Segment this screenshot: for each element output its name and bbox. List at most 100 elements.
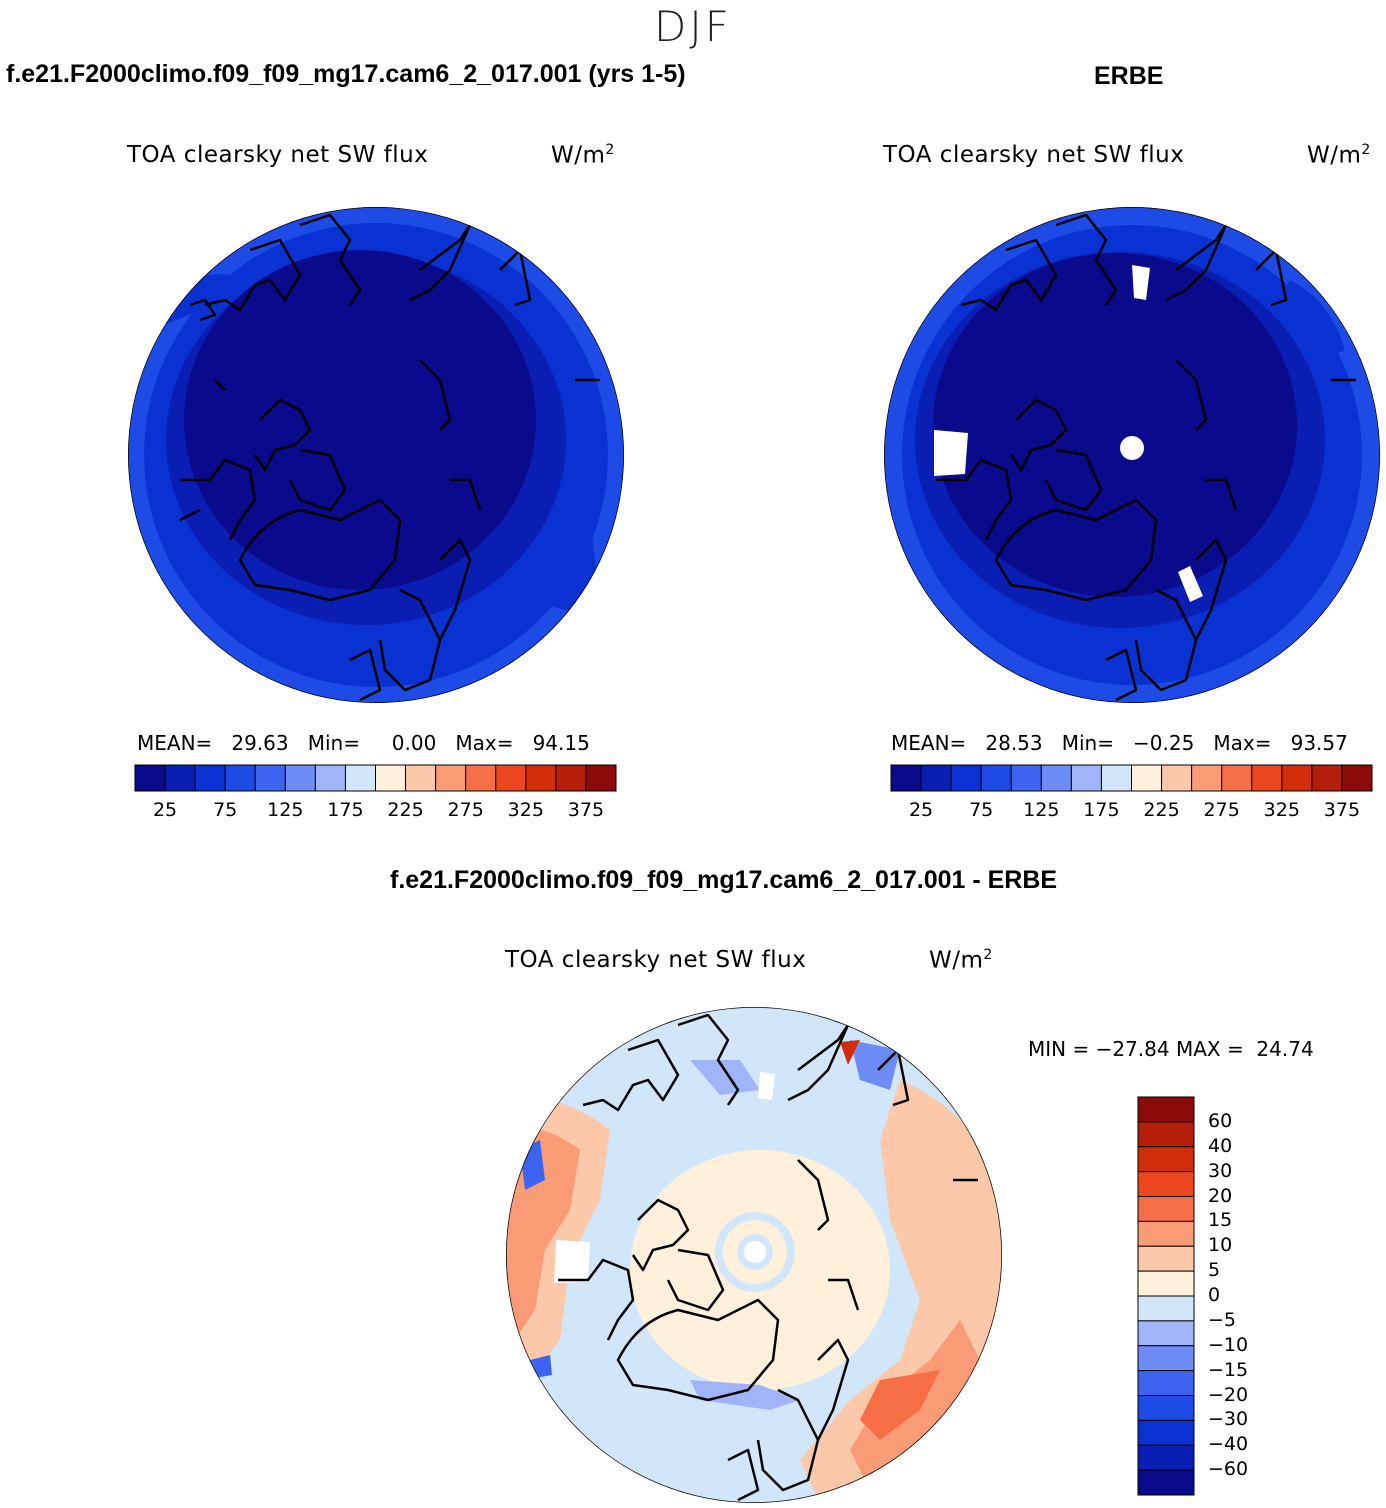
obs-colorbar-tick-label: 175 <box>1083 799 1120 821</box>
obs-colorbar-swatch <box>1311 764 1343 792</box>
obs-colorbar-swatch <box>890 764 922 792</box>
diff-colorbar-tick-label: 15 <box>1208 1209 1233 1232</box>
model-colorbar-swatch <box>495 764 527 792</box>
obs-colorbar-swatch <box>1100 764 1132 792</box>
obs-colorbar-swatch <box>1191 764 1223 792</box>
diff-colorbar-tick-label: 30 <box>1208 1159 1233 1182</box>
obs-case-title: ERBE <box>1094 62 1164 90</box>
model-coastlines <box>179 213 600 702</box>
obs-colorbar-swatch <box>1131 764 1163 792</box>
model-colorbar-swatch <box>254 764 286 792</box>
model-colorbar-swatch <box>435 764 467 792</box>
model-colorbar-swatch <box>585 764 617 792</box>
model-colorbar-swatch <box>134 764 166 792</box>
model-colorbar-swatch <box>555 764 587 792</box>
obs-colorbar-swatch <box>1281 764 1313 792</box>
diff-colorbar-swatch <box>1137 1444 1195 1471</box>
model-colorbar-tick-label: 75 <box>213 799 238 821</box>
model-colorbar-swatch <box>525 764 557 792</box>
diff-colorbar-swatch <box>1137 1196 1195 1222</box>
diff-colorbar-tick-label: −20 <box>1208 1383 1249 1406</box>
obs-colorbar-tick-label: 125 <box>1023 799 1060 821</box>
obs-colorbar-swatch <box>920 764 952 792</box>
model-colorbar-swatch <box>284 764 316 792</box>
model-colorbar-swatch <box>314 764 346 792</box>
obs-colorbar <box>890 764 1373 792</box>
obs-colorbar-tick-label: 75 <box>969 799 994 821</box>
diff-colorbar-tick-label: 5 <box>1208 1259 1221 1282</box>
model-stats: MEAN= 29.63 Min= 0.00 Max= 94.15 <box>137 731 590 755</box>
diff-coastlines <box>558 1013 978 1502</box>
diff-colorbar-swatch <box>1137 1220 1195 1247</box>
obs-polar-map <box>884 207 1380 703</box>
obs-colorbar-tick-label: 275 <box>1203 799 1240 821</box>
diff-colorbar-swatch <box>1137 1295 1195 1322</box>
diff-colorbar-swatch <box>1137 1171 1195 1197</box>
obs-stats: MEAN= 28.53 Min= −0.25 Max= 93.57 <box>891 731 1348 755</box>
diff-colorbar-tick-label: 40 <box>1208 1134 1233 1157</box>
model-colorbar-tick-label: 375 <box>567 799 605 821</box>
diff-minmax: MIN = −27.84 MAX = 24.74 <box>1028 1037 1314 1061</box>
diff-colorbar-tick-label: −10 <box>1208 1333 1249 1356</box>
diff-units-label: W/m2 <box>929 947 993 974</box>
obs-colorbar-swatch <box>1341 764 1373 792</box>
diff-colorbar-tick-label: 10 <box>1208 1234 1233 1257</box>
diff-colorbar-swatch <box>1137 1146 1195 1173</box>
diff-pole-gap <box>744 1241 766 1263</box>
obs-colorbar-swatch <box>950 764 982 792</box>
model-colorbar-swatch <box>405 764 437 792</box>
diff-colorbar-swatch <box>1137 1270 1195 1297</box>
obs-colorbar-swatch <box>1161 764 1193 792</box>
diff-field-label: TOA clearsky net SW flux <box>505 947 807 973</box>
model-colorbar-swatch <box>224 764 256 792</box>
model-colorbar-swatch <box>194 764 226 792</box>
diff-colorbar <box>1137 1096 1195 1496</box>
obs-field-label: TOA clearsky net SW flux <box>883 142 1185 168</box>
obs-pole-gap <box>1120 436 1144 460</box>
model-colorbar-tick-label: 125 <box>267 799 304 821</box>
diff-colorbar-tick-label: −30 <box>1208 1408 1249 1431</box>
model-colorbar-swatch <box>344 764 376 792</box>
obs-colorbar-tick-label: 25 <box>908 799 934 821</box>
model-colorbar-tick-label: 175 <box>327 799 364 821</box>
diff-colorbar-tick-label: −15 <box>1208 1358 1249 1381</box>
diff-colorbar-swatch <box>1137 1469 1195 1496</box>
model-colorbar-swatch <box>375 764 407 792</box>
diff-case-title: f.e21.F2000climo.f09_f09_mg17.cam6_2_017… <box>390 866 1058 894</box>
diff-colorbar-tick-label: −60 <box>1208 1458 1249 1481</box>
obs-colorbar-swatch <box>1221 764 1253 792</box>
model-colorbar-tick-label: 225 <box>387 799 424 821</box>
obs-units-label: W/m2 <box>1307 142 1371 169</box>
diff-colorbar-tick-label: −5 <box>1208 1308 1237 1331</box>
obs-colorbar-swatch <box>1251 764 1283 792</box>
diff-colorbar-swatch <box>1137 1419 1195 1446</box>
model-polar-map <box>128 207 624 703</box>
model-units-label: W/m2 <box>551 142 615 169</box>
diff-colorbar-swatch <box>1137 1245 1195 1272</box>
model-colorbar-tick-label: 275 <box>447 799 484 821</box>
model-colorbar-swatch <box>164 764 196 792</box>
obs-colorbar-swatch <box>980 764 1012 792</box>
obs-colorbar-tick-label: 325 <box>1263 799 1300 821</box>
diff-colorbar-swatch <box>1137 1345 1195 1372</box>
diff-polar-map <box>506 1007 1002 1503</box>
diff-colorbar-tick-label: 60 <box>1208 1109 1233 1132</box>
obs-colorbar-tick-label: 225 <box>1143 799 1180 821</box>
obs-colorbar-swatch <box>1070 764 1102 792</box>
diff-colorbar-swatch <box>1137 1370 1195 1396</box>
diff-colorbar-tick-label: 0 <box>1208 1284 1221 1306</box>
diff-colorbar-tick-label: −40 <box>1208 1433 1249 1456</box>
model-colorbar-tick-label: 25 <box>152 799 178 821</box>
diff-colorbar-swatch <box>1137 1096 1195 1123</box>
obs-colorbar-swatch <box>1010 764 1042 792</box>
obs-colorbar-swatch <box>1040 764 1072 792</box>
model-colorbar-swatch <box>465 764 497 792</box>
model-case-title: f.e21.F2000climo.f09_f09_mg17.cam6_2_017… <box>6 60 686 88</box>
model-colorbar-tick-label: 325 <box>507 799 544 821</box>
obs-colorbar-tick-label: 375 <box>1323 799 1361 821</box>
diff-colorbar-swatch <box>1137 1121 1195 1148</box>
diff-colorbar-swatch <box>1137 1320 1195 1347</box>
model-colorbar <box>134 764 617 792</box>
diff-colorbar-swatch <box>1137 1395 1195 1421</box>
